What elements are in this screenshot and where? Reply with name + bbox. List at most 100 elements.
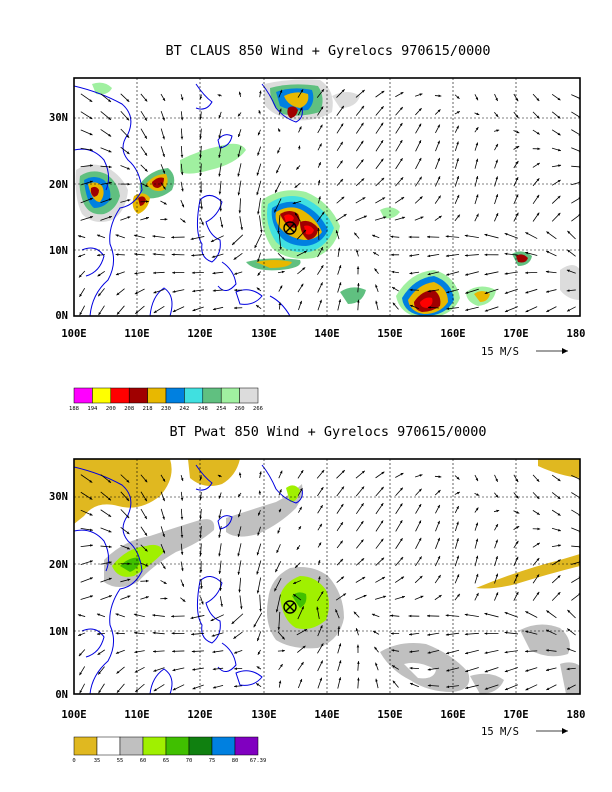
- wind-vector: [257, 146, 262, 156]
- wind-vector: [374, 595, 387, 600]
- wind-vector: [414, 474, 423, 478]
- wind-vector: [532, 178, 540, 187]
- wind-vector: [80, 491, 93, 500]
- wind-vector: [297, 469, 304, 479]
- wind-vector: [190, 615, 205, 620]
- svg-text:110E: 110E: [124, 709, 149, 721]
- wind-vector: [180, 163, 184, 176]
- vector-reference: 15 M/S: [481, 726, 568, 738]
- wind-vector: [180, 579, 185, 587]
- wind-vector: [566, 289, 576, 292]
- wind-vector: [454, 125, 460, 133]
- wind-vector: [454, 110, 461, 115]
- wind-vector: [239, 595, 243, 610]
- wind-vector: [192, 289, 204, 293]
- wind-vector: [294, 562, 301, 569]
- wind-vector: [375, 177, 385, 187]
- gridlines-claus: [74, 78, 580, 316]
- wind-vector: [484, 684, 499, 690]
- wind-vector: [317, 227, 320, 240]
- wind-vector: [160, 200, 167, 205]
- wind-vector: [357, 299, 360, 311]
- wind-vector: [474, 213, 479, 222]
- wind-vector: [120, 578, 131, 583]
- svg-text:130E: 130E: [251, 709, 276, 721]
- legend-swatch: [202, 387, 222, 404]
- wind-vector: [409, 254, 420, 257]
- wind-vector: [375, 502, 384, 515]
- wind-vector: [160, 164, 166, 174]
- wind-vector: [237, 163, 242, 177]
- wind-vector: [390, 253, 400, 257]
- wind-vector: [546, 610, 557, 619]
- wind-vector: [297, 661, 304, 671]
- svg-text:120E: 120E: [187, 328, 212, 340]
- wind-vector: [256, 560, 262, 575]
- wind-vector: [454, 505, 460, 514]
- wind-vector: [532, 542, 541, 548]
- wind-vector: [465, 271, 479, 276]
- wind-vector: [446, 685, 459, 689]
- wind-vector: [97, 271, 105, 277]
- legend-label: 65: [163, 758, 170, 764]
- svg-text:10N: 10N: [49, 245, 68, 257]
- wind-vector: [374, 216, 387, 221]
- wind-vector: [474, 522, 479, 531]
- wind-vector: [80, 129, 93, 136]
- wind-vector: [199, 111, 203, 120]
- wind-vector: [394, 595, 406, 600]
- wind-vector: [566, 684, 576, 690]
- wind-vector: [494, 159, 498, 169]
- wind-vector: [274, 198, 282, 213]
- wind-vector: [551, 195, 561, 204]
- wind-vector: [434, 109, 441, 115]
- svg-text:160E: 160E: [440, 328, 465, 340]
- wind-vector: [532, 527, 541, 531]
- svg-text:150E: 150E: [377, 709, 402, 721]
- wind-vector: [484, 306, 499, 312]
- wind-vector: [153, 667, 165, 672]
- wind-vector: [219, 216, 224, 228]
- wind-vector: [355, 178, 365, 187]
- wind-vector: [445, 253, 460, 258]
- wind-vector: [217, 94, 222, 97]
- wind-vector: [277, 631, 285, 640]
- wind-vector: [415, 537, 422, 549]
- wind-vector: [171, 253, 185, 256]
- legend-label: 60: [140, 758, 147, 764]
- wind-vector: [115, 271, 125, 276]
- wind-vector: [454, 94, 460, 100]
- wind-vector: [238, 509, 242, 518]
- wind-vector: [172, 289, 185, 293]
- wind-vector: [427, 289, 440, 293]
- wind-vector: [415, 107, 422, 116]
- wind-vector: [551, 527, 562, 532]
- wind-vector: [277, 527, 281, 534]
- wind-vector: [278, 489, 282, 496]
- wind-vector: [504, 288, 518, 294]
- wind-vector: [494, 112, 499, 118]
- wind-vector: [80, 527, 93, 532]
- gridlines-pwat: [74, 459, 580, 694]
- legend-pwat: 0 35 55 60 65 70 75 80 67.39: [72, 736, 266, 764]
- wind-vector: [277, 215, 281, 234]
- svg-text:170E: 170E: [503, 709, 528, 721]
- wind-vector: [78, 253, 86, 258]
- wind-vector: [218, 111, 222, 119]
- wind-vector: [96, 632, 105, 636]
- wind-vector: [409, 666, 420, 670]
- wind-vector: [434, 594, 442, 601]
- wind-vector: [474, 555, 479, 567]
- map-panel-claus: BT CLAUS 850 Wind + Gyrelocs 970615/0000: [49, 43, 585, 412]
- wind-vector: [474, 158, 479, 169]
- wind-vector: [211, 253, 224, 258]
- wind-vector: [233, 631, 243, 640]
- wind-vector: [100, 111, 112, 121]
- wind-vector: [357, 282, 360, 293]
- wind-vector: [375, 197, 386, 204]
- wind-vector: [427, 271, 440, 276]
- wind-vector: [153, 271, 165, 275]
- wind-vector: [484, 612, 499, 618]
- wind-vector: [525, 251, 538, 256]
